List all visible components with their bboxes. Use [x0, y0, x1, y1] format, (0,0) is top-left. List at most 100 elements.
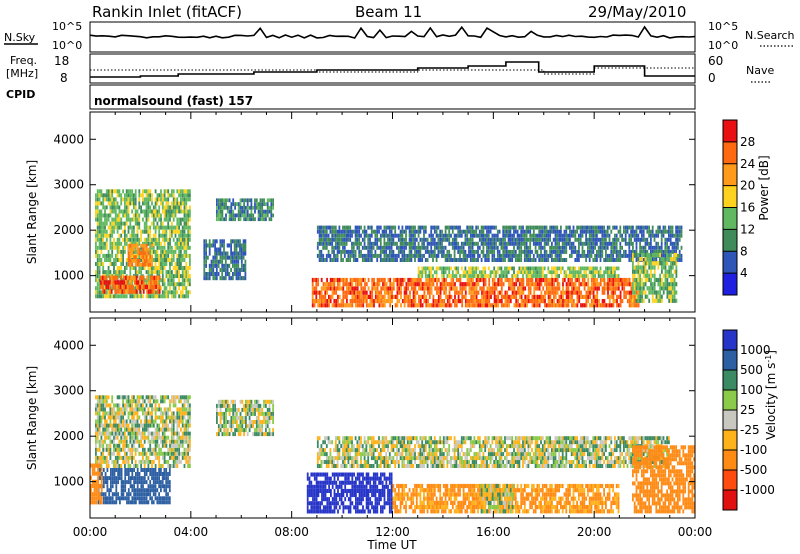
power-cell: [538, 253, 541, 258]
power-cell: [608, 277, 611, 283]
power-cell: [138, 205, 141, 210]
power-cell: [352, 258, 355, 262]
power-cell: [614, 245, 616, 250]
power-cell: [205, 272, 207, 277]
power-cell: [511, 266, 514, 271]
velocity-cell: [95, 455, 97, 460]
power-cell: [615, 233, 618, 238]
power-cell: [511, 294, 514, 299]
power-cell: [560, 294, 563, 299]
velocity-cell: [116, 464, 119, 468]
power-cell: [212, 243, 215, 248]
power-cell: [333, 225, 335, 230]
power-cell: [331, 294, 334, 299]
power-cell: [507, 270, 510, 275]
power-cell: [376, 253, 379, 258]
power-cell: [353, 286, 355, 291]
power-cell: [116, 253, 119, 258]
power-cell: [216, 213, 218, 218]
power-cell: [637, 269, 640, 274]
power-cell: [331, 229, 334, 234]
power-cell: [376, 277, 379, 283]
power-cell: [486, 229, 488, 234]
power-cell: [625, 282, 627, 287]
velocity-cell: [102, 415, 105, 420]
power-cell: [505, 229, 508, 234]
power-cell: [152, 209, 155, 214]
power-y-tick-label: 4000: [53, 132, 84, 146]
power-cell: [589, 303, 591, 308]
velocity-cell: [98, 443, 101, 448]
power-cell: [514, 241, 517, 246]
power-cell: [612, 286, 615, 291]
power-cell: [597, 229, 600, 234]
power-cell: [475, 290, 478, 295]
power-cell: [558, 266, 560, 271]
power-cell: [619, 299, 622, 304]
power-cell: [161, 221, 164, 226]
power-cell: [569, 237, 571, 242]
power-cell: [356, 241, 359, 246]
power-cell: [428, 249, 431, 254]
power-cell: [488, 290, 491, 295]
power-cell: [446, 237, 449, 242]
power-cell: [642, 286, 645, 291]
power-cell: [176, 237, 179, 242]
power-cell: [562, 286, 564, 291]
power-cell: [522, 303, 525, 308]
power-cell: [547, 270, 550, 275]
power-cell: [176, 245, 179, 250]
power-cell: [655, 294, 658, 299]
power-cell: [114, 294, 117, 299]
velocity-cell: [118, 451, 121, 456]
power-cell: [599, 249, 602, 254]
power-cell: [574, 282, 577, 287]
power-cell: [578, 245, 580, 250]
velocity-cell: [104, 407, 106, 412]
power-cell: [102, 225, 105, 230]
power-cell: [183, 205, 186, 210]
power-cell: [116, 189, 119, 194]
power-cell: [102, 253, 105, 258]
power-cell: [383, 299, 386, 304]
power-cell: [525, 274, 528, 278]
power-cell: [549, 299, 552, 304]
power-cell: [462, 274, 465, 278]
power-cell: [176, 253, 179, 258]
power-cell: [176, 241, 179, 246]
power-cell: [506, 290, 509, 295]
power-cell: [472, 299, 474, 304]
power-cell: [234, 202, 236, 206]
velocity-cell: [113, 431, 115, 436]
power-cell: [606, 274, 609, 278]
power-cell: [561, 258, 564, 262]
power-cell: [453, 233, 456, 238]
power-cell: [578, 294, 581, 299]
power-cell: [637, 261, 640, 266]
power-cell: [403, 286, 406, 291]
power-cell: [107, 249, 110, 254]
power-cell: [527, 282, 530, 287]
power-cell: [123, 275, 125, 281]
power-cell: [340, 249, 343, 254]
power-cell: [129, 266, 132, 270]
power-cell: [664, 245, 667, 250]
power-cell: [268, 198, 271, 203]
power-cell: [390, 253, 393, 258]
power-cell: [614, 290, 617, 295]
power-cell: [580, 294, 582, 299]
power-cell: [569, 229, 571, 234]
power-cell: [217, 198, 220, 203]
power-cell: [419, 249, 422, 254]
power-cell: [579, 237, 582, 242]
power-cell: [590, 229, 593, 234]
power-cell: [601, 245, 604, 250]
power-cell: [223, 263, 225, 268]
power-cell: [644, 269, 647, 274]
power-cell: [666, 269, 669, 274]
power-cell: [606, 229, 609, 234]
power-cell: [464, 258, 467, 262]
power-cell: [131, 217, 133, 222]
power-cell: [660, 249, 663, 254]
power-cell: [637, 233, 640, 238]
